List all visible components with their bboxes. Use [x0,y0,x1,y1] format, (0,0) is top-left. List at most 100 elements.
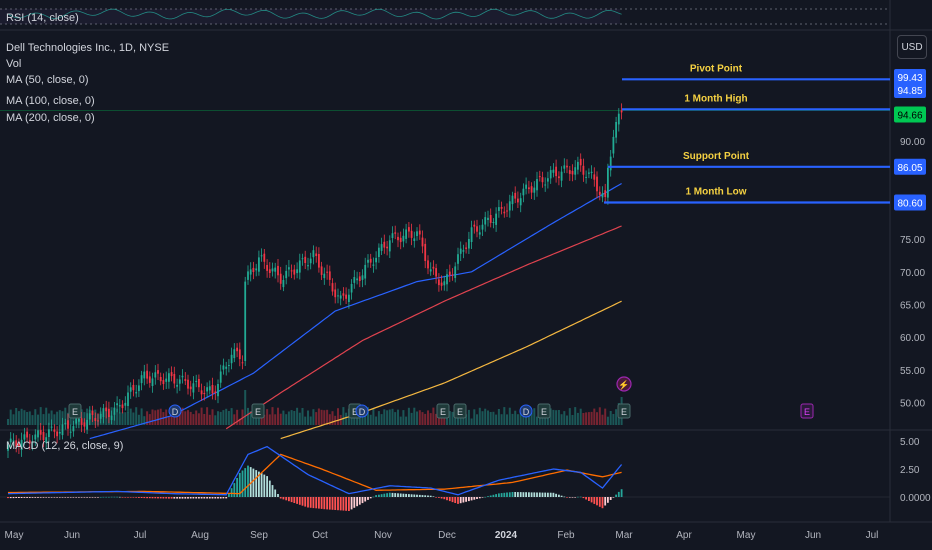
macd-histogram-bar [443,497,446,500]
volume-bar [298,412,301,425]
macd-histogram-bar [323,497,326,510]
macd-histogram-bar [601,497,604,509]
volume-bar [424,413,427,425]
candle-body [69,431,72,433]
macd-histogram-bar [26,497,28,498]
macd-histogram-bar [154,497,157,499]
dividend-marker [519,404,533,418]
macd-histogram-bar [528,492,530,497]
volume-bar [402,410,405,425]
candle-body [353,277,356,283]
candle-body [435,268,437,277]
volume-bar [465,414,468,425]
candle-body [113,407,116,415]
candle-body [184,379,187,381]
macd-histogram-bar [386,493,388,497]
macd-histogram-bar [495,494,497,497]
macd-histogram-bar [244,468,247,497]
candle-body [470,227,473,242]
candle-body [503,211,506,214]
volume-bar [118,412,121,425]
candle-body [372,264,375,266]
volume-bar [189,411,192,425]
macd-histogram-bar [83,497,86,498]
volume-bar [230,408,233,425]
volume-bar [249,411,252,425]
macd-histogram-bar [208,497,211,499]
candle-body [157,370,159,374]
candle-body [143,371,146,379]
volume-bar [418,410,421,425]
volume-bar [593,408,596,425]
level-label: 1 Month High [684,93,747,104]
candle-body [173,374,176,384]
candle-body [454,266,457,278]
candle-body [258,257,260,272]
macd-histogram-bar [421,495,424,497]
candle-body [124,402,127,406]
candle-body [432,266,435,269]
candle-body [260,255,263,257]
price-marker-label: 86.05 [897,163,922,174]
volume-bar [236,409,239,425]
macd-histogram-bar [478,497,481,499]
volume-bar [473,409,476,425]
candle-body [309,258,312,264]
macd-histogram-bar [383,493,386,497]
volume-bar [53,414,56,425]
earnings-marker [537,403,551,419]
volume-bar [413,407,416,425]
event-marker-label: E [621,407,627,417]
candle-body [189,386,192,390]
ma100-line [225,225,622,430]
macd-histogram-bar [571,497,574,498]
candle-body [198,379,200,388]
volume-bar [596,412,598,425]
candle-body [58,432,61,434]
volume-bar [159,408,162,425]
news-marker [616,376,632,392]
volume-bar [612,414,615,425]
macd-histogram-bar [268,480,271,497]
macd-histogram-bar [249,467,252,497]
candle-body [593,174,596,180]
macd-histogram-bar [99,497,102,498]
rsi-line [7,8,622,20]
currency-button[interactable]: USD [897,35,927,59]
volume-bar [15,408,18,425]
macd-histogram-bar [320,497,323,509]
candle-body [361,275,364,280]
macd-histogram-bar [173,497,176,499]
candle-body [97,420,99,422]
volume-bar [244,390,247,425]
macd-histogram-bar [53,497,56,498]
macd-histogram-bar [574,497,577,498]
candle-body [620,110,623,113]
volume-bar [140,408,143,425]
time-tick-label: Jul [866,530,879,541]
candle-body [555,166,557,177]
macd-histogram-bar [184,497,187,499]
macd-histogram-bar [356,497,358,507]
macd-histogram-bar [566,497,568,498]
macd-histogram-bar [315,497,318,509]
volume-bar [214,415,217,425]
macd-histogram-bar [547,492,549,497]
macd-histogram-bar [609,497,612,500]
volume-bar [416,411,418,425]
macd-histogram-bar [555,493,557,497]
macd-histogram-bar [517,492,519,497]
volume-bar [489,412,492,425]
candle-body [217,384,219,397]
time-tick-label: Nov [374,530,392,541]
time-tick-label: May [737,530,756,541]
time-tick-label: Aug [191,530,209,541]
macd-histogram-bar [86,497,88,498]
volume-bar [135,407,138,425]
volume-bar [211,409,214,425]
volume-bar [26,412,29,425]
candle-body [140,375,143,384]
volume-bar [301,408,304,425]
volume-bar [56,411,59,425]
